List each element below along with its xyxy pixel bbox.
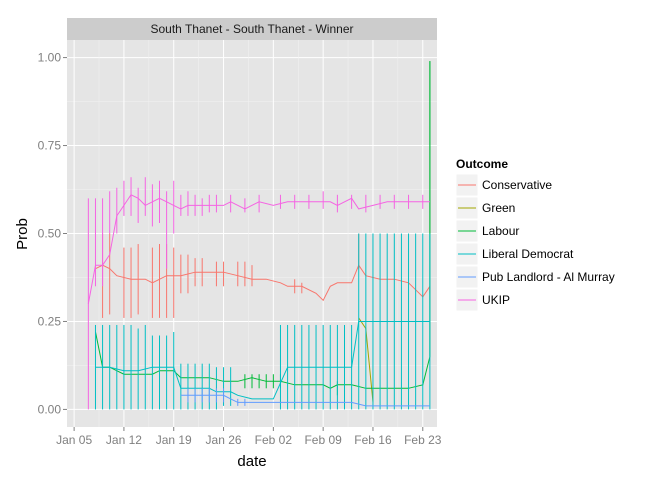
x-tick-label: Feb 09	[304, 433, 342, 447]
series-layer	[87, 61, 431, 410]
series-line	[95, 264, 431, 302]
legend-label: Labour	[482, 224, 519, 238]
series-line	[95, 321, 430, 400]
series-line	[180, 394, 430, 407]
series-pub-landlord-al-murray	[180, 388, 430, 407]
legend-label: Pub Landlord - Al Murray	[482, 270, 615, 284]
series-ukip	[87, 177, 430, 410]
y-axis: 0.00 0.25 0.50 0.75 1.00	[38, 51, 67, 416]
x-tick-label: Feb 02	[255, 433, 293, 447]
x-tick-label: Jan 05	[56, 433, 92, 447]
y-tick-label: 0.75	[38, 139, 62, 153]
legend: Outcome Conservative Green Labour Liberal D…	[455, 157, 615, 312]
x-tick-label: Feb 23	[404, 433, 442, 447]
series-line	[87, 194, 430, 304]
legend-label: UKIP	[482, 293, 510, 307]
y-axis-title: Prob	[14, 218, 31, 250]
y-tick-label: 0.50	[38, 227, 62, 241]
legend-label: Conservative	[482, 178, 552, 192]
series-liberal-democrat	[94, 233, 431, 410]
legend-label: Green	[482, 201, 515, 215]
chart-title: South Thanet - South Thanet - Winner	[150, 22, 353, 36]
x-tick-label: Feb 16	[354, 433, 392, 447]
legend-label: Liberal Democrat	[482, 247, 574, 261]
series-line	[95, 61, 431, 389]
x-tick-label: Jan 12	[106, 433, 142, 447]
y-tick-label: 0.25	[38, 314, 62, 328]
legend-title: Outcome	[456, 157, 508, 171]
y-tick-label: 0.00	[38, 402, 62, 416]
y-tick-label: 1.00	[38, 51, 62, 65]
series-conservative	[95, 233, 431, 318]
x-tick-label: Jan 19	[156, 433, 192, 447]
x-tick-label: Jan 26	[206, 433, 242, 447]
x-axis-title: date	[237, 453, 266, 470]
strip-background	[67, 18, 437, 40]
x-axis: Jan 05 Jan 12 Jan 19 Jan 26 Feb 02 Feb 09 Feb …	[56, 427, 442, 447]
